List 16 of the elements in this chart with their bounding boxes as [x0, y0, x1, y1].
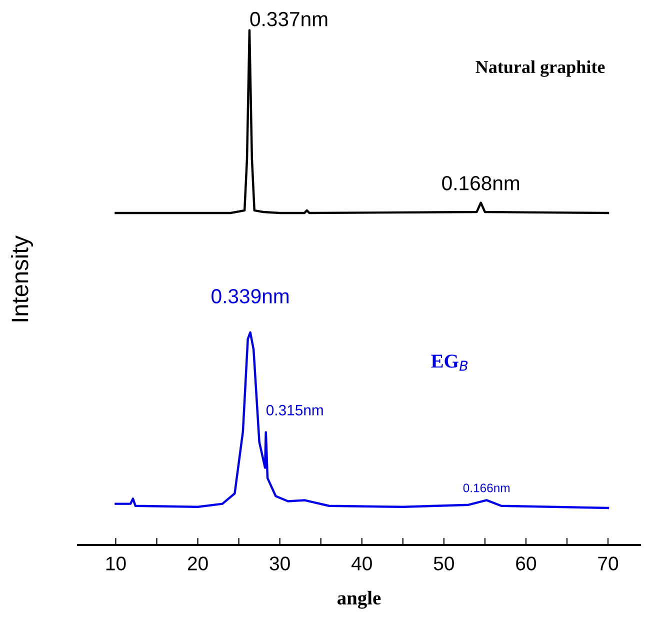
x-axis-title: angle	[337, 590, 381, 609]
x-tick-label: 70	[598, 556, 618, 570]
text: Natural graphite	[476, 60, 605, 77]
x-tick-label: 10	[106, 556, 126, 570]
annotation: 0.337nm	[250, 12, 328, 26]
x-tick-label: 20	[188, 556, 208, 570]
annotation: 0.339nm	[212, 289, 288, 304]
x-tick-label: 60	[516, 556, 536, 570]
x-tick-label: 40	[352, 556, 372, 570]
x-tick-label: 30	[270, 556, 290, 570]
annotation: 0.168nm	[442, 176, 520, 190]
text: EG$_{B}$	[431, 354, 468, 371]
annotation: 0.315nm	[266, 404, 323, 416]
y-axis-title: Intensity	[10, 236, 34, 322]
annotation: 0.166nm	[463, 484, 510, 492]
x-tick-label: 50	[434, 556, 454, 570]
